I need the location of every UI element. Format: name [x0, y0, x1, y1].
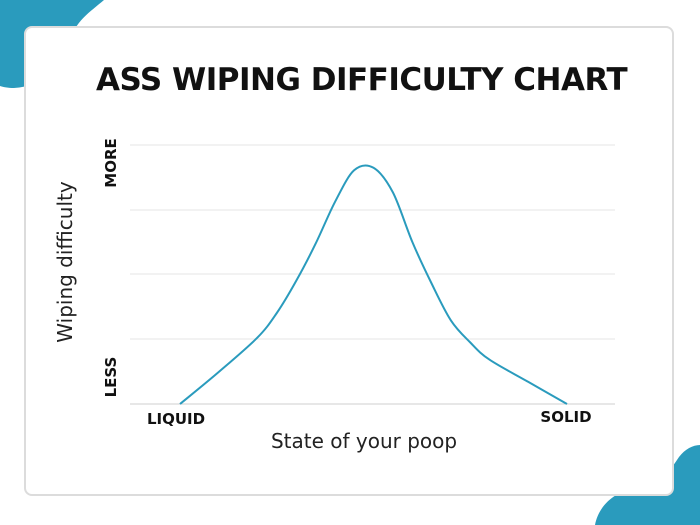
y-tick-label-less: LESS: [102, 357, 120, 398]
difficulty-curve: [179, 164, 568, 405]
chart-title: ASS WIPING DIFFICULTY CHART: [96, 62, 628, 98]
x-tick-label-liquid: LIQUID: [147, 410, 205, 428]
chart-card: [24, 26, 674, 496]
y-axis-title: Wiping difficulty: [53, 181, 77, 343]
gridlines: [130, 144, 615, 405]
x-axis-title: State of your poop: [271, 429, 457, 453]
y-tick-label-more: MORE: [102, 138, 120, 187]
x-tick-label-solid: SOLID: [540, 408, 591, 426]
